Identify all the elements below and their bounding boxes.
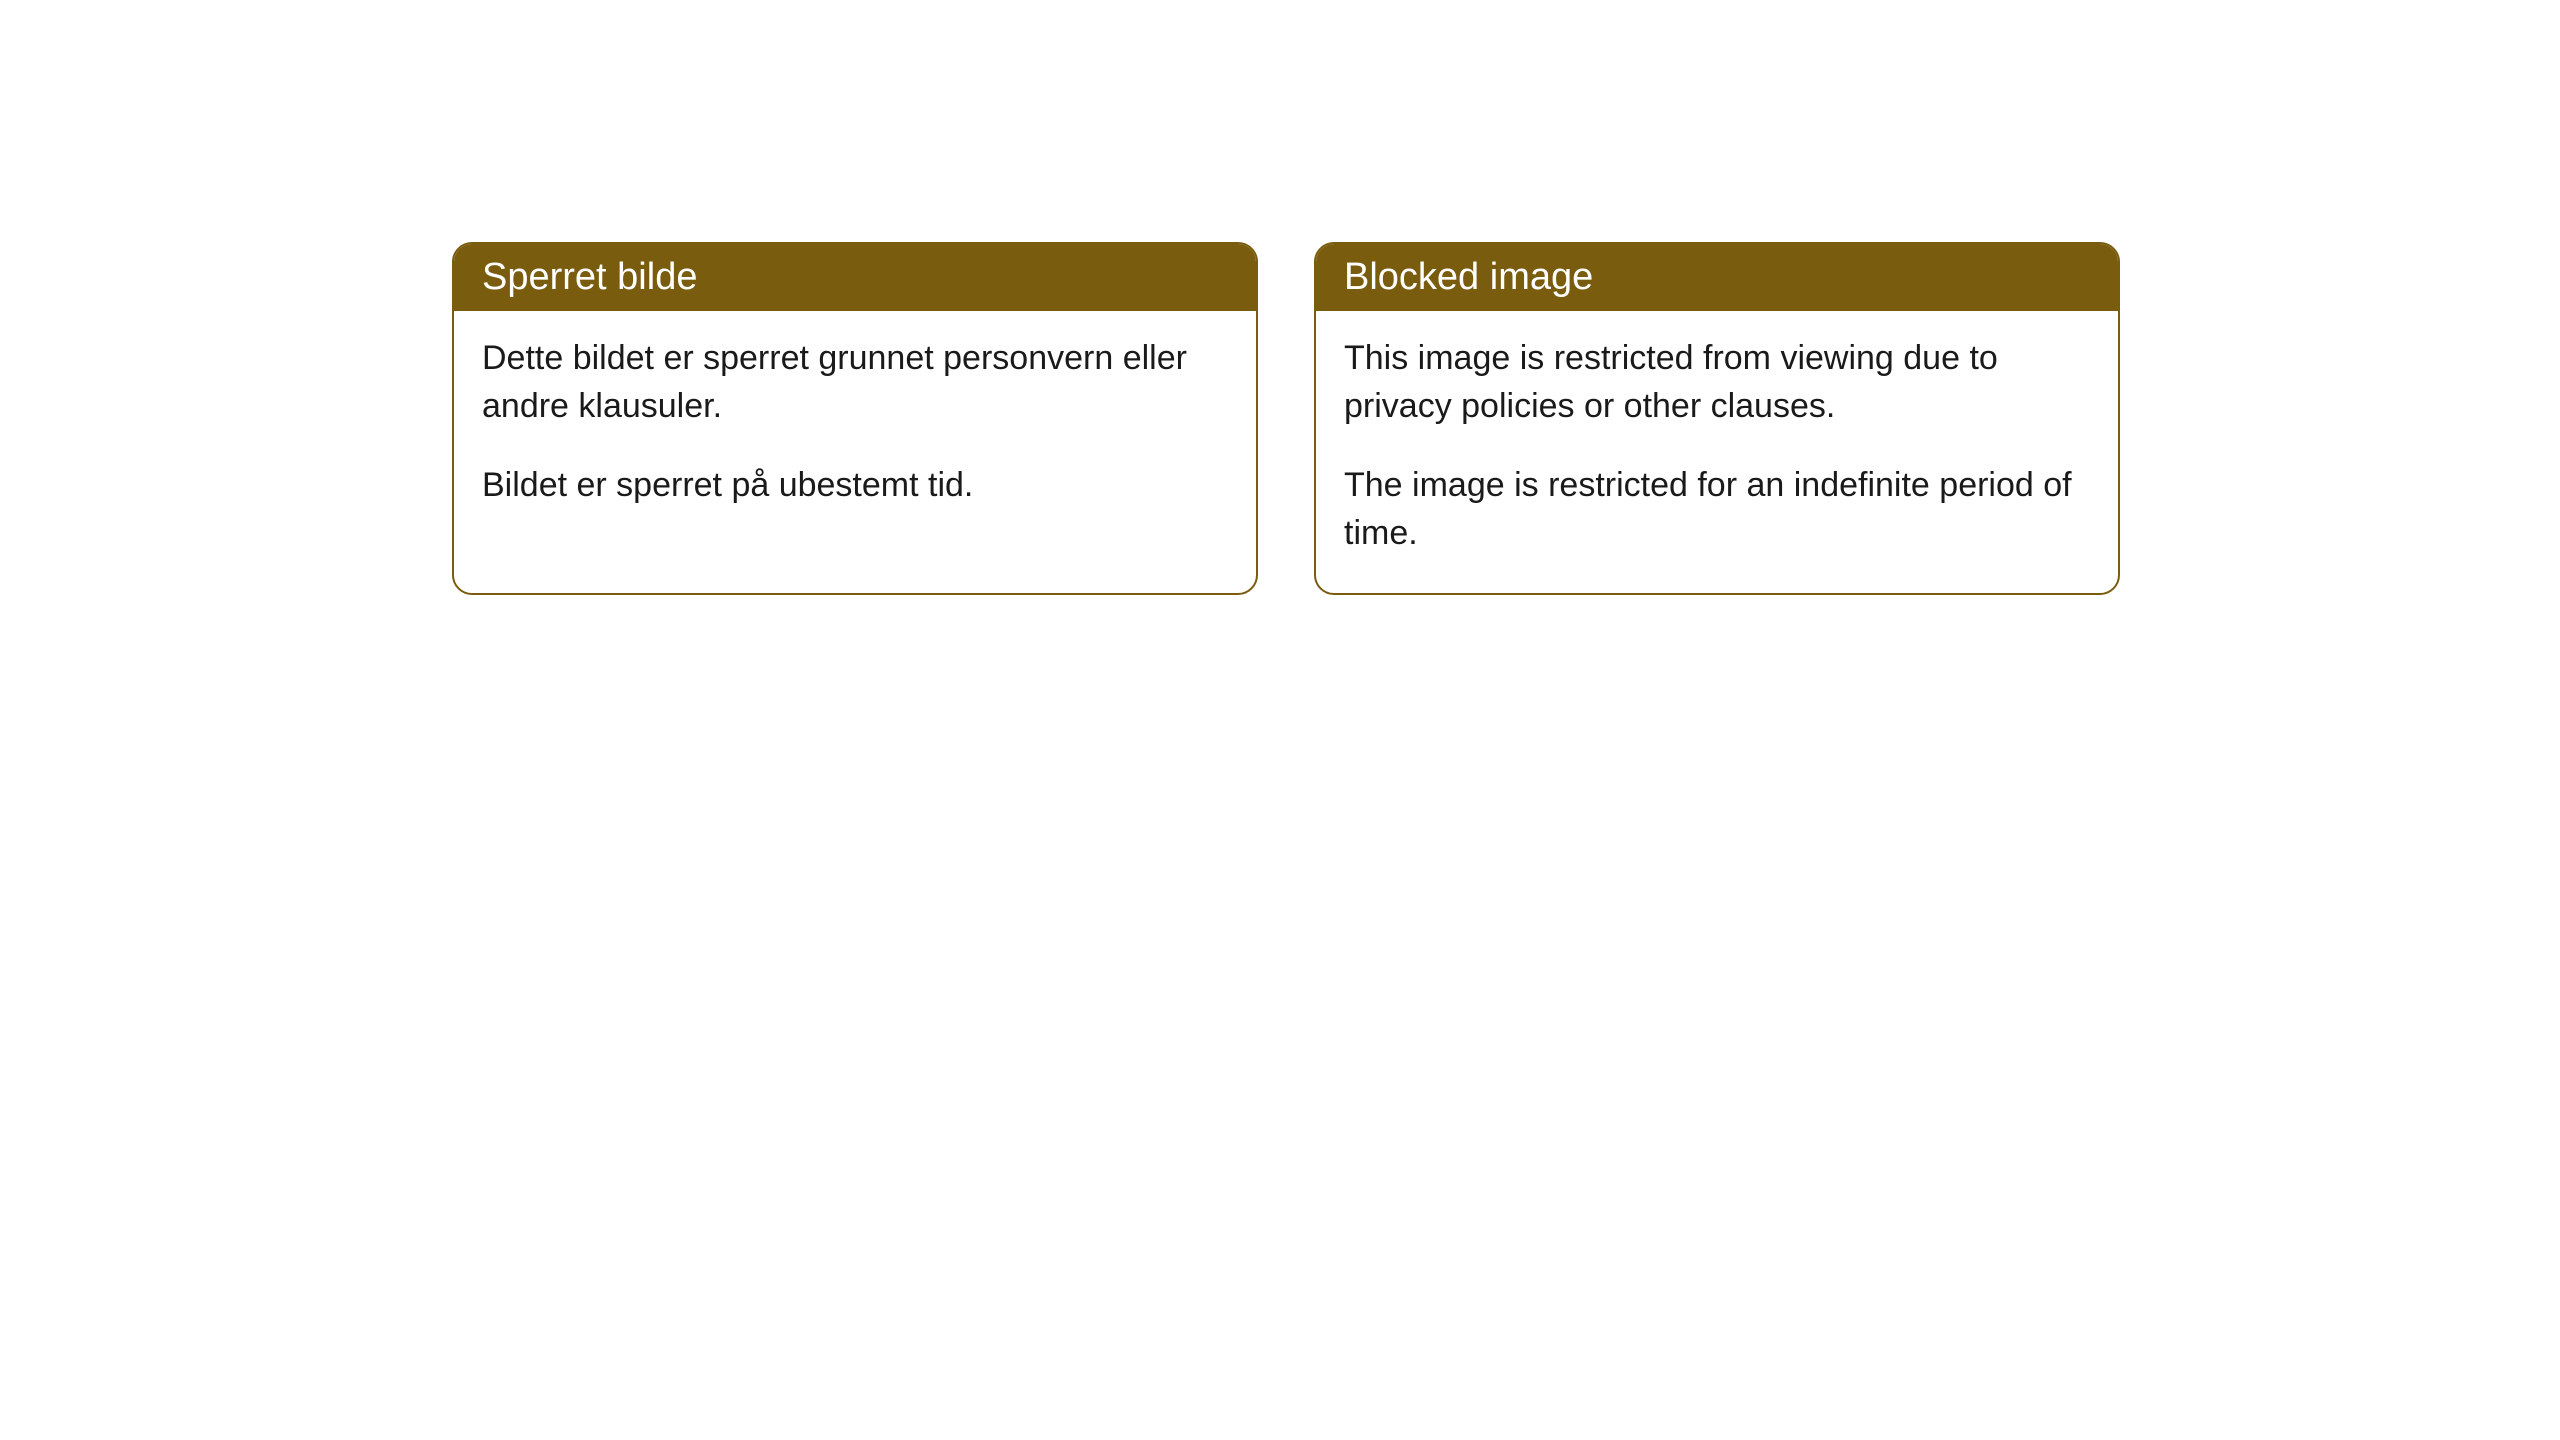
- card-title: Sperret bilde: [482, 256, 697, 298]
- card-header-norwegian: Sperret bilde: [454, 244, 1256, 311]
- cards-container: Sperret bilde Dette bildet er sperret gr…: [452, 242, 2120, 595]
- card-paragraph: This image is restricted from viewing du…: [1344, 335, 2090, 430]
- card-paragraph: The image is restricted for an indefinit…: [1344, 462, 2090, 557]
- card-paragraph: Dette bildet er sperret grunnet personve…: [482, 335, 1228, 430]
- card-english: Blocked image This image is restricted f…: [1314, 242, 2120, 595]
- card-paragraph: Bildet er sperret på ubestemt tid.: [482, 462, 1228, 510]
- card-body-english: This image is restricted from viewing du…: [1316, 311, 2118, 593]
- card-body-norwegian: Dette bildet er sperret grunnet personve…: [454, 311, 1256, 546]
- card-norwegian: Sperret bilde Dette bildet er sperret gr…: [452, 242, 1258, 595]
- card-title: Blocked image: [1344, 256, 1593, 298]
- card-header-english: Blocked image: [1316, 244, 2118, 311]
